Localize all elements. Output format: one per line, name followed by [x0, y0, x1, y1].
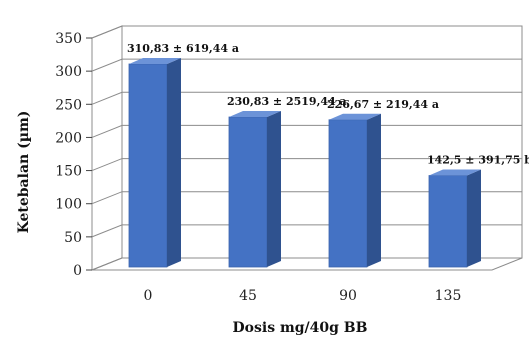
- y-tick-label: 350: [55, 31, 82, 47]
- data-label: 310,83 ± 619,44 a: [127, 42, 239, 55]
- y-tick-label: 300: [55, 64, 82, 80]
- y-tick-label: 50: [64, 230, 82, 246]
- x-tick-label: 135: [435, 288, 462, 304]
- bars: [128, 57, 481, 268]
- bar-front: [228, 116, 268, 268]
- bar: [228, 110, 281, 268]
- y-tick-label: 250: [55, 97, 82, 113]
- x-axis-ticks: 0 45 90 135: [144, 288, 462, 304]
- bar-top: [329, 113, 381, 120]
- bar-front: [428, 175, 468, 268]
- x-tick-label: 90: [339, 288, 357, 304]
- bar-side: [367, 113, 381, 267]
- gridline: [91, 91, 522, 105]
- chart-walls: [91, 25, 523, 271]
- data-labels: 310,83 ± 619,44 a 230,83 ± 2519,44 a226,6…: [127, 42, 529, 167]
- bar-side: [467, 169, 481, 267]
- y-axis-ticks: 0 50 100 150 200 250 300 350: [55, 31, 92, 279]
- x-tick-label: 45: [239, 288, 257, 304]
- gridline: [91, 224, 522, 238]
- bar-front: [128, 63, 168, 268]
- bar-top: [129, 57, 181, 64]
- bar-top: [229, 110, 281, 117]
- gridline: [91, 124, 522, 138]
- gridline: [91, 58, 522, 72]
- bar-front: [328, 119, 368, 268]
- data-label: 230,83 ± 2519,44 a: [227, 95, 347, 108]
- gridline: [91, 158, 522, 172]
- data-label: 226,67 ± 219,44 a: [327, 98, 439, 111]
- y-tick-label: 150: [55, 164, 82, 180]
- gridline: [91, 25, 522, 39]
- gridline: [91, 191, 522, 205]
- bar: [128, 57, 181, 268]
- bar-side: [167, 57, 181, 268]
- bar-side: [267, 110, 281, 268]
- bar-top: [429, 169, 481, 176]
- bar: [328, 113, 381, 268]
- x-tick-label: 0: [144, 288, 153, 304]
- y-tick-label: 200: [55, 130, 82, 146]
- y-tick-label: 100: [55, 197, 82, 213]
- side-wall: [91, 25, 123, 271]
- bar: [428, 169, 481, 268]
- x-axis-title: Dosis mg/40g BB: [233, 320, 368, 336]
- y-tick-label: 0: [73, 263, 82, 279]
- gridline: [91, 257, 522, 271]
- y-axis-title: Ketebalan (µm): [16, 111, 32, 234]
- gridlines: [91, 25, 522, 271]
- data-label: 142,5 ± 391,75 b: [427, 154, 529, 167]
